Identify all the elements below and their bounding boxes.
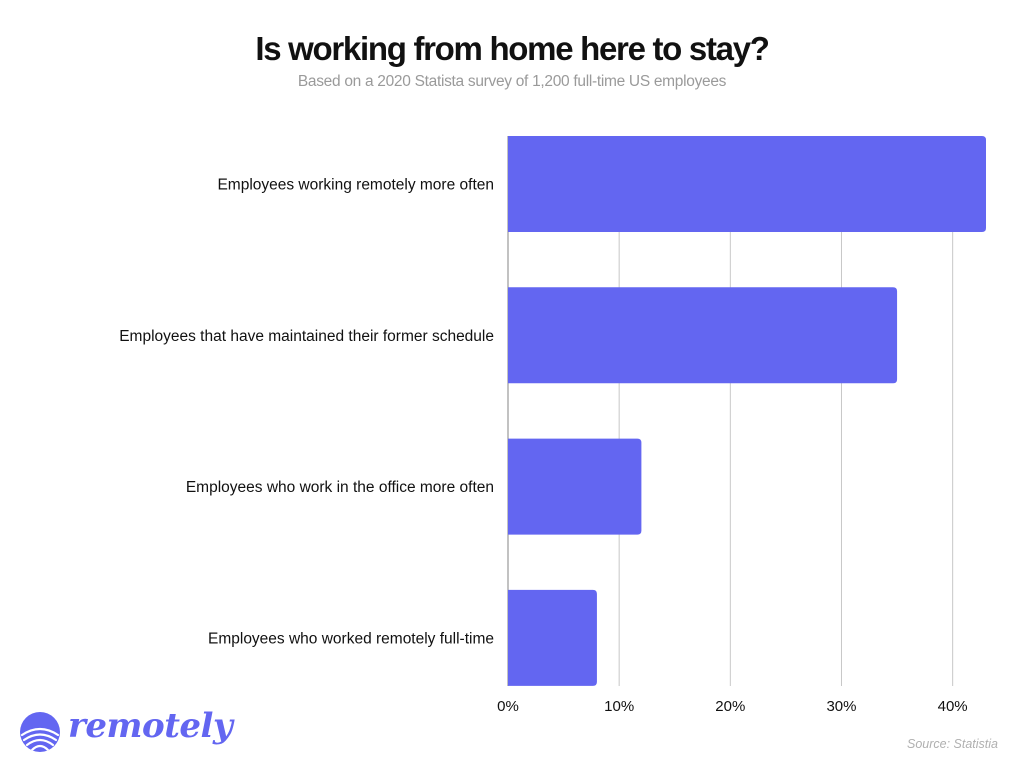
x-tick-label: 20% — [715, 698, 745, 715]
bar-1 — [508, 136, 986, 232]
category-label: Employees who worked remotely full-time — [208, 630, 494, 647]
bar-2 — [508, 287, 898, 384]
x-tick-label: 0% — [497, 698, 519, 715]
category-labels: Employees working remotely more often Emp… — [119, 177, 494, 648]
chart-title: Is working from home here to stay? — [255, 30, 770, 67]
logo-wordmark: remotely — [68, 706, 233, 746]
bar-4 — [508, 589, 597, 686]
x-tick-label: 40% — [938, 698, 968, 715]
category-label: Employees working remotely more often — [217, 177, 494, 194]
striped-globe-icon — [20, 712, 60, 752]
chart-subtitle: Based on a 2020 Statista survey of 1,200… — [297, 73, 727, 90]
x-tick-label: 10% — [604, 698, 634, 715]
category-label: Employees who work in the office more of… — [186, 479, 494, 496]
x-tick-label: 30% — [826, 698, 856, 715]
category-label: Employees that have maintained their for… — [119, 328, 494, 345]
bars — [508, 136, 986, 686]
remotely-logo: remotely — [18, 706, 233, 756]
bar-3 — [508, 438, 642, 535]
x-axis-ticks: 0% 10% 20% 30% 40% — [497, 698, 968, 715]
source-note: Source: Statistia — [906, 737, 998, 751]
